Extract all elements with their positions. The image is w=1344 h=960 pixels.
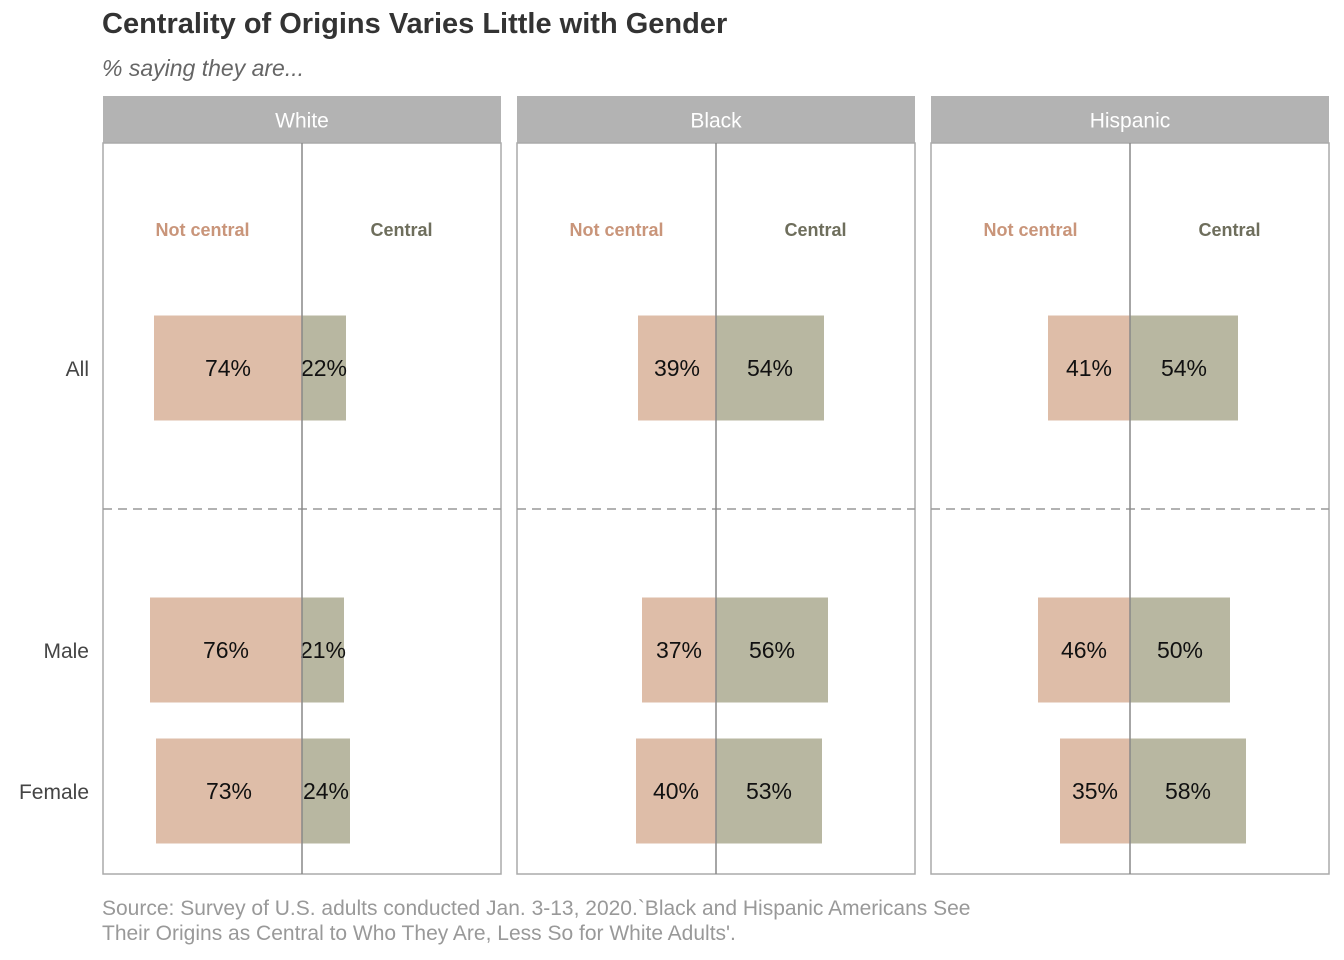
chart-title: Centrality of Origins Varies Little with… xyxy=(102,8,728,40)
column-label-central: Central xyxy=(784,220,846,240)
bar-not-central-white-male xyxy=(150,597,302,703)
bar-not-central-hispanic-female xyxy=(1060,738,1130,844)
row-label-male: Male xyxy=(43,640,89,663)
bar-central-black-male xyxy=(716,597,828,703)
source-line-1: Source: Survey of U.S. adults conducted … xyxy=(102,897,971,920)
bar-not-central-hispanic-all xyxy=(1048,315,1130,421)
data-label-central-hispanic-all: 54% xyxy=(1161,355,1207,381)
column-label-not-central: Not central xyxy=(983,220,1077,240)
bar-central-black-all xyxy=(716,315,824,421)
panel-title-hispanic: Hispanic xyxy=(1090,110,1171,133)
data-label-not-central-white-all: 74% xyxy=(205,355,251,381)
bar-not-central-black-female xyxy=(636,738,716,844)
data-label-not-central-white-female: 73% xyxy=(206,778,252,804)
bar-central-hispanic-male xyxy=(1130,597,1230,703)
bar-not-central-hispanic-male xyxy=(1038,597,1130,703)
data-label-not-central-hispanic-male: 46% xyxy=(1061,637,1107,663)
data-label-central-black-male: 56% xyxy=(749,637,795,663)
bar-central-white-all xyxy=(302,315,346,421)
bar-not-central-black-all xyxy=(638,315,716,421)
bar-not-central-white-all xyxy=(154,315,302,421)
data-label-central-black-female: 53% xyxy=(746,778,792,804)
data-label-not-central-black-female: 40% xyxy=(653,778,699,804)
column-label-not-central: Not central xyxy=(155,220,249,240)
row-label-all: All xyxy=(66,358,89,381)
panel-strip-hispanic xyxy=(931,96,1329,143)
data-label-central-hispanic-male: 50% xyxy=(1157,637,1203,663)
data-label-central-white-female: 24% xyxy=(303,778,349,804)
data-label-central-hispanic-female: 58% xyxy=(1165,778,1211,804)
data-label-not-central-black-all: 39% xyxy=(654,355,700,381)
data-label-central-white-male: 21% xyxy=(300,637,346,663)
data-label-not-central-hispanic-female: 35% xyxy=(1072,778,1118,804)
data-label-not-central-black-male: 37% xyxy=(656,637,702,663)
panel-strip-black xyxy=(517,96,915,143)
panel-strip-white xyxy=(103,96,501,143)
source-note: Source: Survey of U.S. adults conducted … xyxy=(102,896,970,946)
data-label-not-central-hispanic-all: 41% xyxy=(1066,355,1112,381)
bar-central-white-female xyxy=(302,738,350,844)
data-label-central-white-all: 22% xyxy=(301,355,347,381)
bar-central-hispanic-all xyxy=(1130,315,1238,421)
bar-central-black-female xyxy=(716,738,822,844)
data-label-central-black-all: 54% xyxy=(747,355,793,381)
chart-subtitle: % saying they are... xyxy=(102,55,304,81)
row-label-female: Female xyxy=(19,781,89,804)
bar-not-central-black-male xyxy=(642,597,716,703)
column-label-not-central: Not central xyxy=(569,220,663,240)
column-label-central: Central xyxy=(370,220,432,240)
source-line-2: Their Origins as Central to Who They Are… xyxy=(102,922,736,945)
bar-central-hispanic-female xyxy=(1130,738,1246,844)
bar-not-central-white-female xyxy=(156,738,302,844)
column-label-central: Central xyxy=(1198,220,1260,240)
bar-central-white-male xyxy=(302,597,344,703)
data-label-not-central-white-male: 76% xyxy=(203,637,249,663)
panel-title-black: Black xyxy=(690,110,742,133)
panel-title-white: White xyxy=(275,110,329,133)
